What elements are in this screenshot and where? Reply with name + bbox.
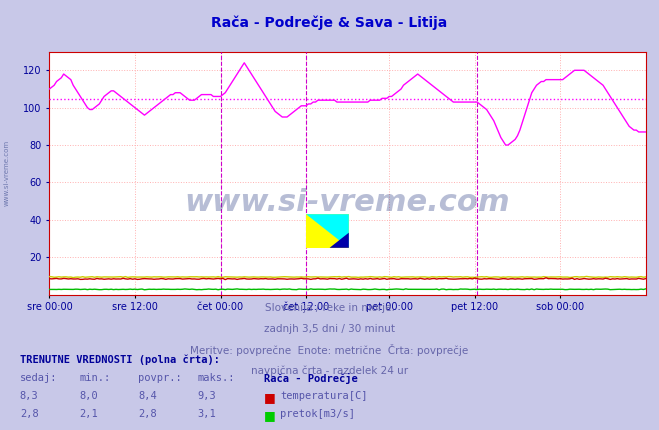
- Text: Rača - Podrečje & Sava - Litija: Rača - Podrečje & Sava - Litija: [212, 15, 447, 30]
- Text: Slovenija / reke in morje.: Slovenija / reke in morje.: [264, 303, 395, 313]
- Polygon shape: [306, 214, 349, 248]
- Text: zadnjh 3,5 dni / 30 minut: zadnjh 3,5 dni / 30 minut: [264, 324, 395, 334]
- Bar: [306, 214, 349, 248]
- Text: www.si-vreme.com: www.si-vreme.com: [3, 140, 10, 206]
- Text: 9,3: 9,3: [198, 391, 216, 401]
- Text: www.si-vreme.com: www.si-vreme.com: [185, 188, 511, 217]
- Text: 2,8: 2,8: [20, 409, 38, 419]
- Text: pretok[m3/s]: pretok[m3/s]: [280, 409, 355, 419]
- Text: ■: ■: [264, 409, 275, 422]
- Text: 2,8: 2,8: [138, 409, 157, 419]
- Text: navpična črta - razdelek 24 ur: navpična črta - razdelek 24 ur: [251, 365, 408, 375]
- Polygon shape: [330, 233, 349, 248]
- Text: 8,3: 8,3: [20, 391, 38, 401]
- Text: ■: ■: [264, 391, 275, 404]
- Text: 2,1: 2,1: [79, 409, 98, 419]
- Text: maks.:: maks.:: [198, 373, 235, 383]
- Text: temperatura[C]: temperatura[C]: [280, 391, 368, 401]
- Text: min.:: min.:: [79, 373, 110, 383]
- Text: 8,0: 8,0: [79, 391, 98, 401]
- Text: 3,1: 3,1: [198, 409, 216, 419]
- Text: Rača - Podrečje: Rača - Podrečje: [264, 373, 357, 384]
- Text: sedaj:: sedaj:: [20, 373, 57, 383]
- Text: 8,4: 8,4: [138, 391, 157, 401]
- Text: Meritve: povprečne  Enote: metrične  Črta: povprečje: Meritve: povprečne Enote: metrične Črta:…: [190, 344, 469, 356]
- Text: povpr.:: povpr.:: [138, 373, 182, 383]
- Text: TRENUTNE VREDNOSTI (polna črta):: TRENUTNE VREDNOSTI (polna črta):: [20, 355, 219, 365]
